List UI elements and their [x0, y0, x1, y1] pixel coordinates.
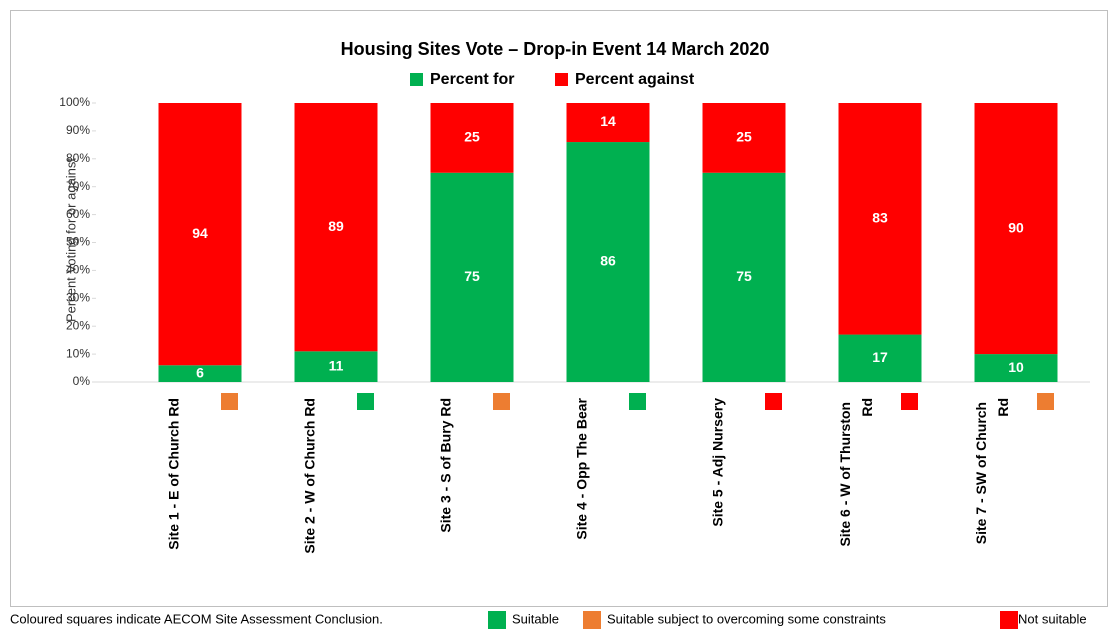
bar-segment	[974, 103, 1058, 355]
bar-segment	[702, 103, 786, 173]
data-label: 75	[736, 268, 752, 284]
footnote-label: Suitable subject to overcoming some cons…	[607, 611, 886, 626]
y-tick-label: 50%	[66, 235, 90, 249]
bar-segment	[974, 354, 1058, 382]
data-label: 86	[600, 253, 616, 269]
x-tick-label: Site 2 - W of Church Rd	[302, 398, 318, 554]
y-tick-label: 0%	[73, 374, 91, 388]
assessment-square	[629, 393, 646, 410]
y-tick-label: 40%	[66, 263, 90, 277]
assessment-square	[1037, 393, 1054, 410]
assessment-square	[357, 393, 374, 410]
data-label: 25	[736, 129, 752, 145]
legend-swatch	[410, 73, 423, 86]
bar-segment	[566, 142, 650, 382]
data-label: 17	[872, 349, 888, 365]
bar-segment	[294, 103, 378, 352]
assessment-square	[493, 393, 510, 410]
footnote-label: Suitable	[512, 611, 559, 626]
y-tick-label: 90%	[66, 123, 90, 137]
bar-segment	[158, 103, 242, 366]
assessment-square	[901, 393, 918, 410]
y-tick-label: 80%	[66, 151, 90, 165]
footnote-swatch	[1000, 611, 1018, 629]
x-tick-label: Site 6 - W of Thurston Rd	[837, 398, 875, 547]
assessment-square	[765, 393, 782, 410]
y-tick-label: 30%	[66, 290, 90, 304]
assessment-square	[221, 393, 238, 410]
x-tick-label: Site 7 - SW of Church Rd	[973, 398, 1011, 544]
x-tick-label: Site 4 - Opp The Bear	[574, 397, 590, 539]
y-tick-label: 60%	[66, 207, 90, 221]
footnote: Coloured squares indicate AECOM Site Ass…	[10, 611, 383, 626]
data-label: 6	[196, 364, 204, 380]
data-label: 25	[464, 129, 480, 145]
bar-segment	[838, 103, 922, 335]
x-tick-label: Site 3 - S of Bury Rd	[438, 398, 454, 533]
x-tick-label: Site 5 - Adj Nursery	[710, 398, 726, 527]
data-label: 90	[1008, 219, 1024, 235]
y-axis-label: Percent Voting for or against	[63, 158, 78, 322]
data-label: 83	[872, 209, 888, 225]
legend-label: Percent against	[575, 71, 695, 88]
y-tick-label: 10%	[66, 346, 90, 360]
bar-segment	[430, 172, 514, 382]
y-tick-label: 20%	[66, 318, 90, 332]
data-label: 10	[1008, 359, 1024, 375]
legend-label: Percent for	[430, 71, 514, 88]
data-label: 14	[600, 113, 616, 129]
data-label: 11	[329, 357, 344, 373]
bar-segment	[566, 103, 650, 143]
y-tick-label: 70%	[66, 179, 90, 193]
footnote-swatch	[488, 611, 506, 629]
data-label: 75	[464, 268, 480, 284]
bar-segment	[158, 365, 242, 382]
bar-segment	[702, 172, 786, 382]
x-tick-label: Site 1 - E of Church Rd	[166, 398, 182, 550]
bar-segment	[838, 334, 922, 382]
chart-border	[10, 10, 1108, 607]
bar-segment	[430, 103, 514, 173]
y-tick-label: 100%	[59, 95, 90, 109]
footnote-label: Not suitable	[1018, 611, 1087, 626]
data-label: 89	[328, 218, 344, 234]
footnote-swatch	[583, 611, 601, 629]
legend-swatch	[555, 73, 568, 86]
bar-segment	[294, 351, 378, 382]
chart-title: Housing Sites Vote – Drop-in Event 14 Ma…	[341, 39, 770, 59]
data-label: 94	[192, 225, 208, 241]
